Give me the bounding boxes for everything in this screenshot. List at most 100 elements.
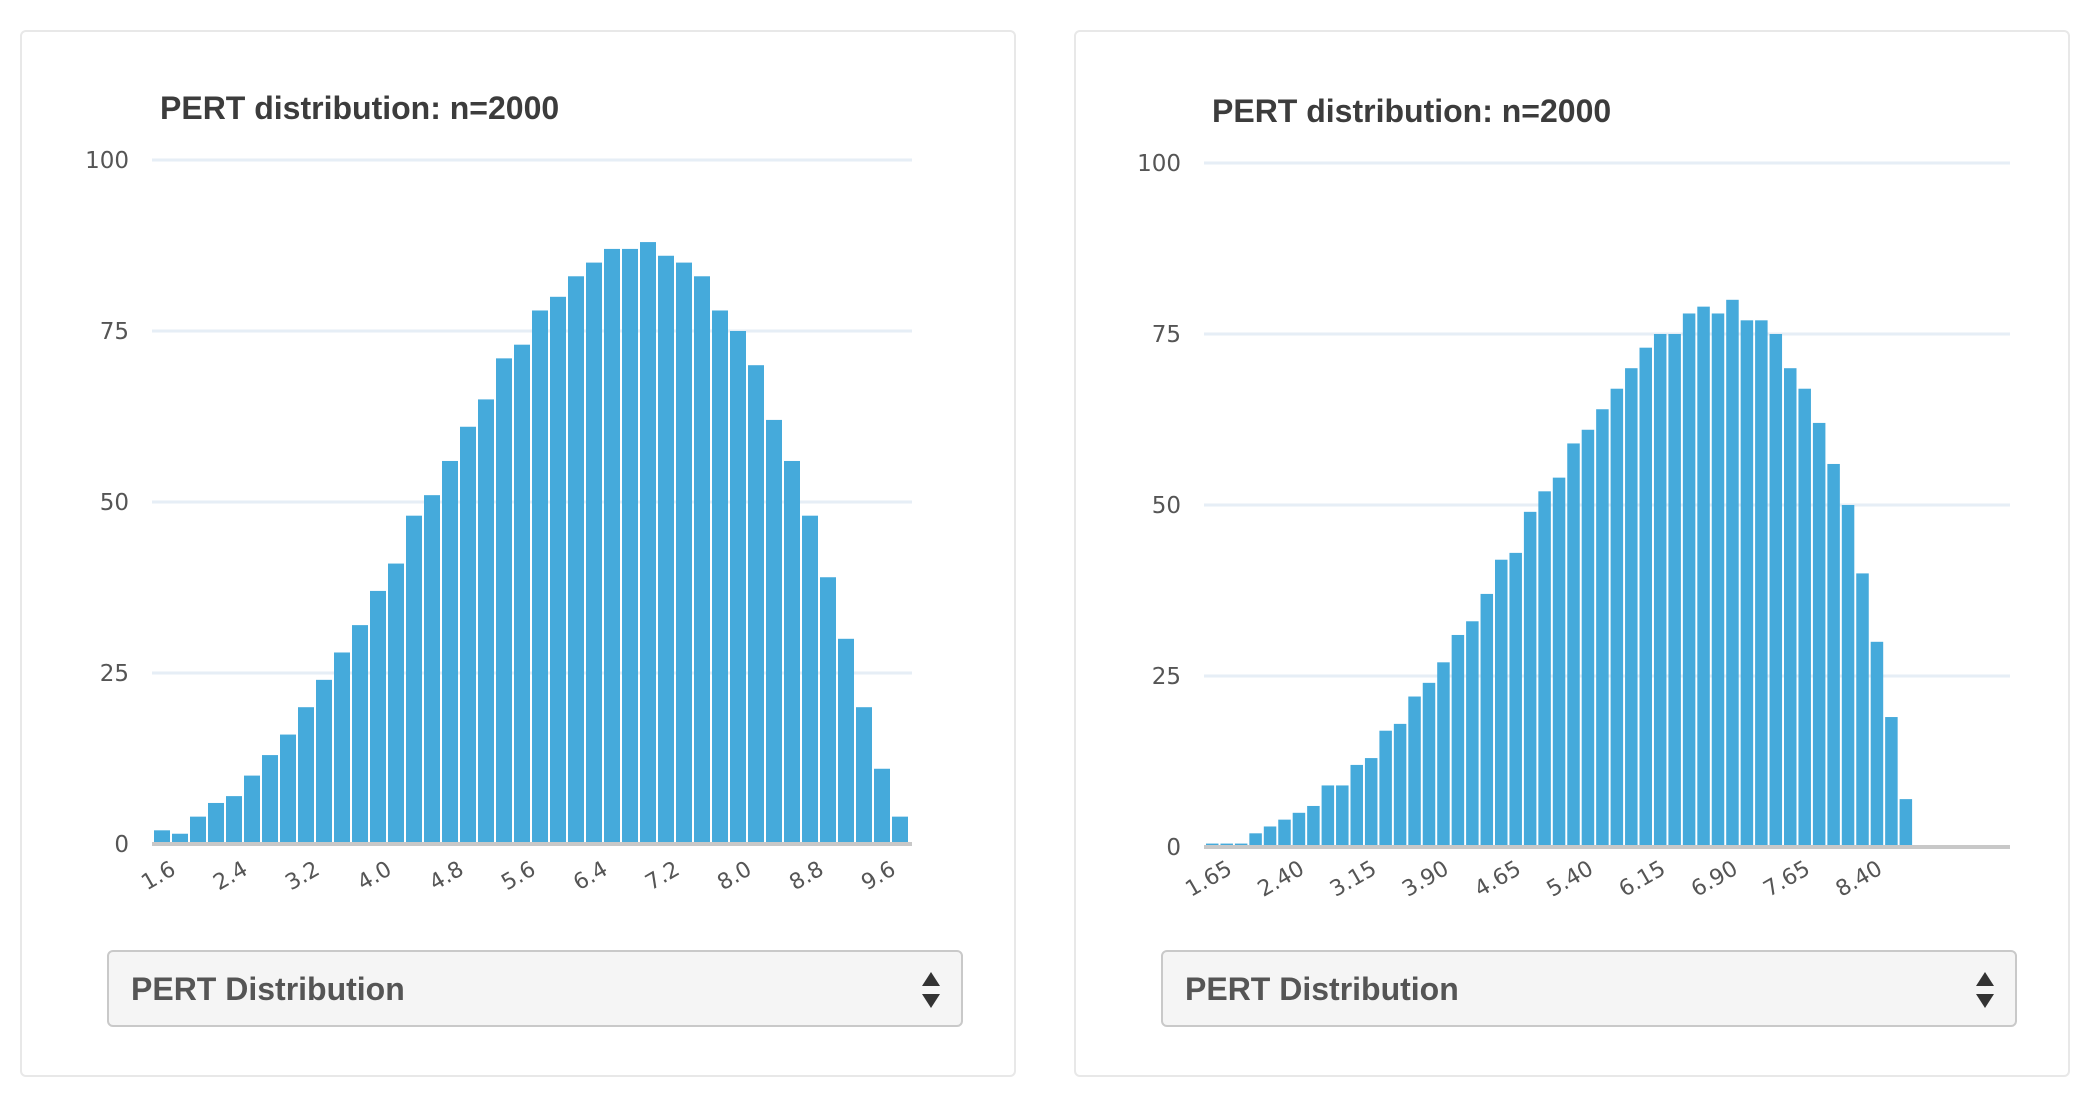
histogram-bar <box>1856 573 1869 847</box>
histogram-bar <box>478 399 494 844</box>
histogram-bar <box>586 262 602 845</box>
x-tick-label: 7.2 <box>641 857 684 896</box>
y-tick-label: 25 <box>100 661 129 687</box>
histogram-bar <box>1812 422 1826 847</box>
x-tick-label: 5.40 <box>1543 856 1598 902</box>
y-tick-label: 0 <box>1166 835 1181 861</box>
y-tick-label: 100 <box>1137 151 1181 177</box>
up-down-arrows-icon <box>922 972 940 1008</box>
histogram-bar <box>730 331 746 844</box>
histogram-bar <box>622 248 638 845</box>
x-tick-label: 3.2 <box>281 857 324 896</box>
histogram-bar <box>334 652 350 844</box>
histogram-bar <box>1364 758 1378 847</box>
histogram-bar <box>1552 477 1566 847</box>
histogram-bar <box>1726 299 1739 847</box>
histogram-bar <box>694 276 710 844</box>
histogram-bar <box>1480 593 1494 847</box>
y-tick-label: 100 <box>85 148 129 174</box>
distribution-select-right[interactable]: PERT Distribution <box>1161 950 2017 1027</box>
histogram-bar <box>1393 723 1407 847</box>
histogram-bar <box>1495 559 1508 847</box>
histogram-bar <box>1870 641 1884 847</box>
distribution-select-left[interactable]: PERT Distribution <box>107 950 963 1027</box>
histogram-bar <box>352 625 368 844</box>
x-tick-label: 4.0 <box>353 857 396 896</box>
histogram-bar <box>262 755 278 844</box>
x-tick-label: 8.40 <box>1832 856 1887 902</box>
histogram-bar <box>784 460 800 844</box>
x-tick-label: 1.6 <box>137 857 180 896</box>
y-tick-label: 75 <box>1152 322 1181 348</box>
chart-panel-right: PERT distribution: n=2000 0 25 50 75 100 1.65 2… <box>1074 30 2070 1077</box>
histogram-bar <box>892 816 908 844</box>
histogram-bar <box>1422 682 1436 847</box>
histogram-bar <box>244 775 260 844</box>
x-tick-label: 6.90 <box>1687 856 1742 902</box>
x-tick-label: 4.65 <box>1471 856 1526 902</box>
histogram-bar <box>1408 696 1421 847</box>
chart-left: PERT distribution: n=2000 0 25 50 75 100 1.6 2.… <box>85 90 912 896</box>
histogram-bar <box>1596 409 1609 847</box>
histogram-bar <box>1336 785 1349 847</box>
y-tick-label: 50 <box>100 490 129 516</box>
up-down-arrows-icon <box>1976 972 1994 1008</box>
histogram-bar <box>1610 388 1624 847</box>
y-tick-label: 75 <box>100 319 129 345</box>
histogram-bar <box>874 768 890 844</box>
distribution-select-label: PERT Distribution <box>1185 971 1459 1007</box>
histogram-bar <box>550 296 566 844</box>
histogram-bar <box>1263 826 1277 847</box>
x-tick-label: 5.6 <box>497 857 540 896</box>
chart-right: PERT distribution: n=2000 0 25 50 75 100 1.65 2… <box>1137 93 2010 902</box>
histogram-bar <box>1350 764 1363 847</box>
histogram-bar <box>316 679 332 844</box>
histogram-bar <box>1307 805 1320 847</box>
y-tick-label: 50 <box>1152 493 1181 519</box>
histogram-bar <box>298 707 314 844</box>
histogram-bar <box>424 495 440 844</box>
histogram-bar <box>802 515 818 844</box>
histogram-bar <box>1668 334 1681 847</box>
histogram-bar <box>1784 368 1797 847</box>
x-tick-label: 8.0 <box>713 857 756 896</box>
histogram-bar <box>1509 552 1522 847</box>
histogram-bar <box>1899 799 1913 847</box>
histogram-bar <box>406 515 422 844</box>
histogram-bar <box>1466 621 1479 847</box>
histogram-bar <box>460 426 476 844</box>
histogram-bar <box>1249 833 1262 847</box>
x-tick-label: 8.8 <box>785 857 828 896</box>
histogram-bar <box>154 830 170 844</box>
histogram-bar <box>712 310 728 845</box>
histogram-bar <box>1321 785 1335 847</box>
histogram-bar <box>1798 388 1811 847</box>
histogram-bar <box>658 255 674 844</box>
histogram-bar <box>856 707 872 844</box>
histogram-bar <box>820 577 836 844</box>
x-tick-label: 2.4 <box>209 857 252 896</box>
histogram-bar <box>280 734 296 844</box>
histogram-bar <box>676 262 692 845</box>
histogram-bar <box>190 816 206 844</box>
histogram-bar <box>208 802 224 844</box>
histogram-bar <box>1769 334 1783 847</box>
histogram-bar <box>1755 320 1768 847</box>
x-tick-label: 2.40 <box>1254 856 1309 902</box>
histogram-bar <box>1711 313 1725 848</box>
histogram-bar <box>1841 505 1855 847</box>
x-tick-label: 9.6 <box>857 857 900 896</box>
histogram-bar <box>496 358 512 844</box>
histogram-bar <box>1682 313 1696 848</box>
histogram-bar <box>1379 730 1392 847</box>
chart-title: PERT distribution: n=2000 <box>160 90 559 126</box>
histogram-bar <box>838 638 854 844</box>
chart-title: PERT distribution: n=2000 <box>1212 93 1611 129</box>
histogram-bar <box>1653 334 1667 847</box>
histogram-bar <box>1437 662 1450 847</box>
histogram-bar <box>172 833 188 844</box>
histogram-bar <box>1278 819 1291 847</box>
x-tick-label: 1.65 <box>1182 856 1237 902</box>
x-tick-label: 4.8 <box>425 857 468 896</box>
histogram-bar <box>1538 491 1551 847</box>
